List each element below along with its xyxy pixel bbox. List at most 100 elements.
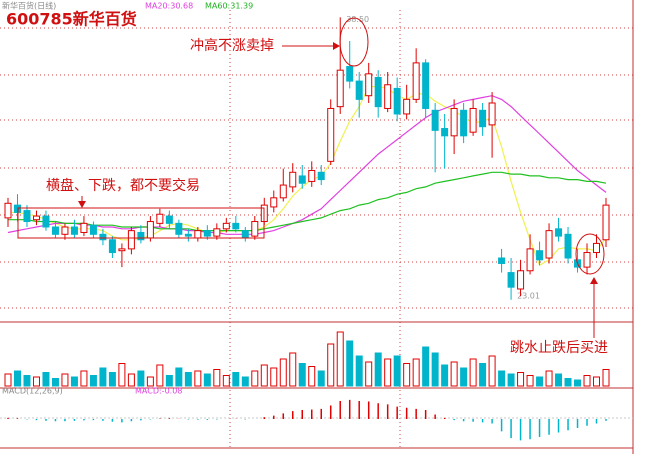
volume-bar — [118, 363, 126, 387]
volume-bar — [194, 370, 202, 387]
volume-bar — [308, 366, 316, 387]
volume-bar — [488, 355, 496, 387]
candle-body — [517, 270, 525, 290]
volume-bar — [469, 358, 477, 387]
volume-bar — [241, 376, 249, 387]
volume-bar — [460, 367, 468, 387]
candle-body — [108, 239, 116, 254]
volume-bar — [165, 375, 173, 387]
annotation-box — [17, 207, 265, 239]
candle-body — [393, 87, 401, 115]
candle-body — [317, 171, 325, 181]
volume-bar — [412, 358, 420, 387]
volume-bar — [156, 364, 164, 387]
candle-body — [422, 62, 430, 109]
candle-body — [374, 76, 382, 108]
volume-bar — [593, 376, 601, 387]
candle-body — [146, 221, 154, 239]
volume-bar — [317, 370, 325, 387]
candle-body — [488, 102, 496, 126]
macd-label: MACD(12,26,9) — [2, 387, 63, 396]
candle-body — [251, 221, 259, 237]
chart-title: 600785新华百货 — [6, 10, 137, 29]
indicator-label: MA20:30.68 — [145, 2, 193, 11]
candle-body — [346, 66, 354, 82]
candle-body — [156, 213, 164, 224]
volume-bar — [374, 352, 382, 387]
candle-body — [127, 230, 135, 250]
volume-bar — [431, 352, 439, 387]
volume-bar — [403, 363, 411, 387]
volume-bar — [213, 369, 221, 387]
candle-body — [203, 230, 211, 237]
candle-body — [441, 128, 449, 137]
volume-bar — [346, 340, 354, 387]
annotation-ellipse — [339, 17, 369, 67]
candle-body — [42, 215, 50, 228]
volume-bar — [61, 373, 69, 387]
candle-body — [308, 169, 316, 182]
price-label: 23.01 — [517, 291, 540, 300]
candle-body — [298, 175, 306, 184]
volume-bar — [4, 373, 12, 387]
volume-bar — [203, 373, 211, 387]
candle-body — [593, 242, 601, 254]
candle-body — [507, 272, 515, 288]
candle-body — [175, 222, 183, 235]
volume-bar — [450, 361, 458, 387]
annotation-arrowhead — [333, 42, 340, 50]
annotation-ellipse — [575, 233, 605, 275]
candle-body — [241, 230, 249, 239]
annotation: 横盘、下跌，都不要交易 — [46, 177, 200, 194]
candle-body — [526, 248, 534, 272]
candle-body — [51, 226, 59, 235]
candle-body — [555, 228, 563, 237]
volume-bar — [384, 358, 392, 387]
candle-body — [289, 171, 297, 188]
volume-bar — [51, 378, 59, 387]
volume-bar — [70, 376, 78, 387]
candle-body — [403, 98, 411, 115]
volume-bar — [507, 373, 515, 387]
volume-bar — [498, 370, 506, 387]
candle-body — [602, 204, 610, 241]
candle-body — [89, 224, 97, 235]
candle-body — [270, 197, 278, 208]
candle-body — [32, 215, 40, 221]
volume-bar — [260, 364, 268, 387]
volume-bar — [146, 376, 154, 387]
candle-body — [80, 222, 88, 233]
candle-body — [564, 233, 572, 259]
candle-body — [194, 230, 202, 239]
candle-body — [450, 107, 458, 137]
volume-bar — [602, 369, 610, 387]
volume-bar — [80, 370, 88, 387]
volume-bar — [441, 364, 449, 387]
candle-body — [355, 80, 363, 100]
candle-body — [23, 210, 31, 223]
volume-bar — [327, 343, 335, 387]
candle-body — [536, 250, 544, 261]
volume-bar — [270, 367, 278, 387]
annotation-arrowhead — [78, 201, 86, 208]
candle-body — [498, 257, 506, 264]
volume-bar — [42, 372, 50, 387]
volume-bar — [583, 375, 591, 387]
volume-bar — [298, 363, 306, 387]
volume-bar — [232, 372, 240, 387]
volume-bar — [175, 367, 183, 387]
candle-body — [213, 228, 221, 237]
volume-bar — [574, 379, 582, 387]
candle-body — [184, 233, 192, 237]
candle-body — [118, 248, 126, 252]
candle-body — [583, 252, 591, 268]
volume-bar — [127, 373, 135, 387]
candle-body — [279, 184, 287, 199]
candle-body — [336, 69, 344, 108]
candle-body — [99, 233, 107, 241]
volume-bar — [32, 376, 40, 387]
volume-bar — [89, 375, 97, 387]
